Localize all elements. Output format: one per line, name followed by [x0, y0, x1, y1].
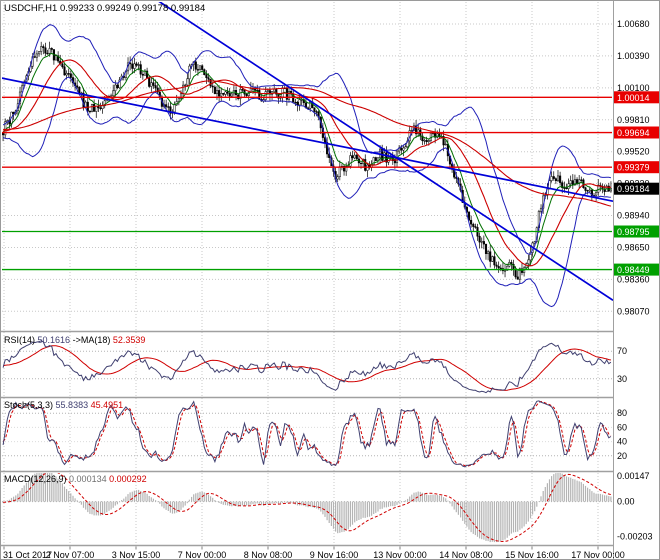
x-axis-tick-label: 2 Nov 07:00: [46, 550, 95, 560]
macd-name: MACD(12,26,9): [4, 474, 67, 484]
y-axis-tick-label: 0.98650: [617, 242, 650, 252]
rsi-ma-name: ->MA(18): [72, 335, 111, 345]
x-axis-tick-label: 13 Nov 00:00: [373, 550, 427, 560]
stoch-name: Stoch(5,3,3): [4, 400, 54, 410]
rsi-scale-label: 30: [617, 374, 627, 384]
y-axis-tick-label: 0.99520: [617, 147, 650, 157]
macd-indicator-label: MACD(12,26,9) 0.000134 0.000292: [4, 474, 147, 484]
stoch-scale-label: 60: [617, 422, 627, 432]
rsi-scale-label: 70: [617, 346, 627, 356]
trendline[interactable]: [1, 1, 613, 302]
stoch-scale-label: 80: [617, 408, 627, 418]
stochastic-indicator-label: Stoch(5,3,3) 55.8383 45.4951: [4, 400, 123, 410]
main-price-panel[interactable]: [1, 1, 613, 308]
rsi-ma-line: [2, 345, 611, 391]
support-price-label-text: 0.98795: [617, 227, 650, 237]
current-price-label: [614, 182, 659, 195]
y-axis-tick-label: 0.99810: [617, 115, 650, 125]
macd-histogram: [2, 473, 612, 543]
support-price-label: [614, 225, 659, 238]
macd-value: 0.000134: [69, 474, 107, 484]
macd-scale-label: 0.00147: [617, 471, 650, 481]
bollinger-upper-line: [2, 24, 611, 255]
candles-layer: [2, 41, 612, 284]
bollinger-lower-line: [2, 76, 611, 308]
resistance-price-label-text: 0.99694: [617, 128, 650, 138]
x-axis-tick-label: 14 Nov 08:00: [439, 550, 493, 560]
rsi-name: RSI(14): [4, 335, 36, 345]
x-axis-tick-label: 31 Oct 2017: [3, 550, 52, 560]
y-axis-tick-label: 1.00680: [617, 19, 650, 29]
resistance-price-label-text: 0.99379: [617, 163, 650, 173]
trendline[interactable]: [1, 77, 613, 203]
x-axis-tick-label: 15 Nov 16:00: [505, 550, 559, 560]
resistance-price-label: [614, 161, 659, 174]
macd-signal-value: 0.000292: [109, 474, 147, 484]
stoch-scale-label: 40: [617, 437, 627, 447]
y-axis-tick-label: 1.00390: [617, 51, 650, 61]
price-scale[interactable]: 1.006801.003901.001000.998100.995200.992…: [613, 1, 660, 560]
resistance-price-label: [614, 126, 659, 139]
y-axis-tick-label: 0.98940: [617, 211, 650, 221]
ma-red-slow-line: [3, 80, 612, 207]
stoch-k-value: 55.8383: [55, 400, 89, 410]
current-price-label-text: 0.99184: [617, 184, 650, 194]
macd-panel[interactable]: [2, 470, 612, 543]
ma-red-fast-line: [3, 59, 611, 267]
y-axis-tick-label: 0.98360: [617, 274, 650, 284]
x-axis-tick-label: 8 Nov 08:00: [244, 550, 293, 560]
rsi-value: 50.1616: [37, 335, 71, 345]
panel-separators: [1, 330, 659, 547]
support-price-label-text: 0.98449: [617, 265, 650, 275]
rsi-ma-value: 52.3539: [112, 335, 146, 345]
stoch-d-line: [2, 400, 612, 467]
stochastic-panel[interactable]: [2, 400, 612, 468]
y-axis-tick-label: 0.98070: [617, 306, 650, 316]
rsi-indicator-label: RSI(14) 50.1616 ->MA(18) 52.3539: [4, 335, 145, 345]
stoch-scale-label: 20: [617, 451, 627, 461]
rsi-line: [2, 340, 612, 394]
resistance-price-label: [614, 91, 659, 104]
x-axis-tick-label: 17 Nov 00:00: [571, 550, 625, 560]
support-price-label: [614, 263, 659, 276]
symbol-ohlc-text: USDCHF,H1 0.99233 0.99249 0.99178 0.9918…: [4, 3, 206, 14]
x-axis-tick-label: 9 Nov 16:00: [310, 550, 359, 560]
stoch-d-value: 45.4951: [90, 400, 124, 410]
symbol-title: USDCHF,H1 0.99233 0.99249 0.99178 0.9918…: [4, 3, 205, 14]
macd-scale-label: 0.00: [617, 497, 635, 507]
rsi-panel[interactable]: [2, 340, 612, 394]
y-axis-tick-label: 1.00100: [617, 83, 650, 93]
x-axis-tick-label: 7 Nov 00:00: [178, 550, 227, 560]
x-axis-tick-label: 3 Nov 15:00: [112, 550, 161, 560]
time-gridlines: [3, 2, 599, 545]
stoch-k-line: [2, 400, 612, 468]
macd-scale-label: -0.00203: [617, 532, 653, 542]
resistance-price-label-text: 1.00014: [617, 93, 650, 103]
